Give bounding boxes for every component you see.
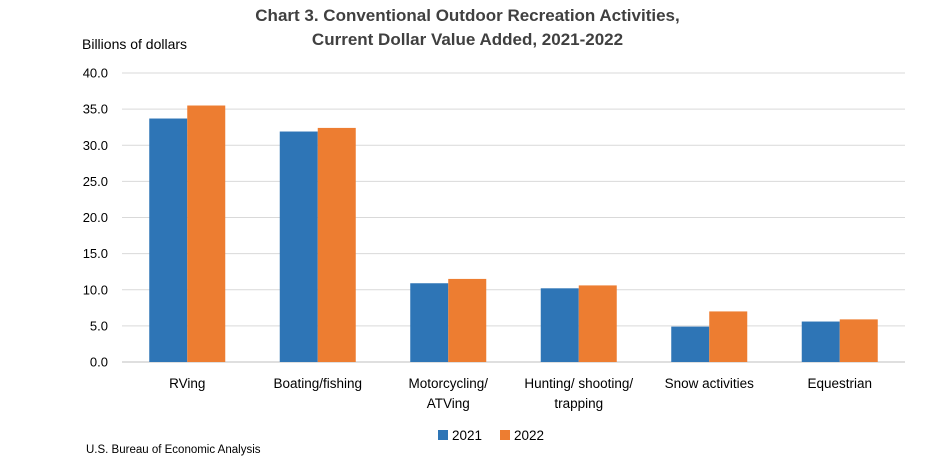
y-tick-label: 25.0 [83,174,108,189]
legend-swatch [438,430,448,440]
bar-2021 [671,326,710,362]
y-tick-label: 20.0 [83,210,108,225]
x-tick-label: RVing [169,376,205,391]
legend-label: 2022 [514,428,544,443]
bar-2022 [448,278,487,362]
bar-2022 [317,127,356,362]
chart-subtitle: Current Dollar Value Added, 2021-2022 [311,30,624,49]
bar-2022 [839,319,878,362]
x-tick-label: Hunting/ shooting/ [524,376,633,391]
bar-2021 [279,131,318,362]
bar-2021 [149,118,188,362]
x-tick-label: trapping [554,396,603,411]
y-tick-label: 30.0 [83,138,108,153]
y-tick-label: 35.0 [83,102,108,117]
y-tick-label: 0.0 [90,355,108,370]
x-tick-label: ATVing [427,396,470,411]
chart-title: Chart 3. Conventional Outdoor Recreation… [255,6,680,25]
bar-2022 [709,311,748,362]
y-tick-label: 5.0 [90,318,108,333]
legend-swatch [500,430,510,440]
legend-label: 2021 [452,428,482,443]
bar-2021 [801,321,840,362]
x-tick-label: Snow activities [665,376,755,391]
y-axis-label: Billions of dollars [82,36,188,52]
y-tick-label: 15.0 [83,246,108,261]
x-tick-label: Equestrian [807,376,872,391]
bar-2021 [540,288,579,362]
y-tick-label: 10.0 [83,282,108,297]
bar-2022 [578,285,617,362]
source-note: U.S. Bureau of Economic Analysis [86,444,261,456]
bar-2021 [410,283,449,362]
x-tick-label: Boating/fishing [273,376,362,391]
bar-2022 [187,105,226,362]
x-tick-label: Motorcycling/ [408,376,488,391]
y-tick-label: 40.0 [83,66,108,81]
